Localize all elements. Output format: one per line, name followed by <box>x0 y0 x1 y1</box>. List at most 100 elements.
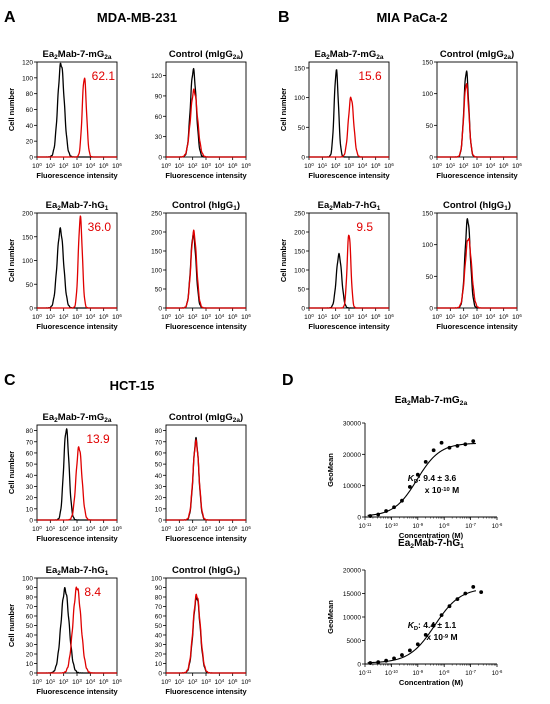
panel-letter: B <box>278 9 290 26</box>
x-axis-label: Fluorescence intensity <box>165 534 247 543</box>
y-axis-label: Cell number <box>7 239 16 282</box>
x-tick-label: 10-8 <box>439 669 450 677</box>
control-histogram <box>436 70 518 158</box>
mfi-annotation: 15.6 <box>358 69 382 83</box>
y-tick-label: 50 <box>155 623 163 630</box>
y-tick-label: 0 <box>29 671 33 678</box>
plot-title: Ea2Mab-7-mG2a <box>395 395 468 407</box>
y-axis-label: Cell number <box>7 451 16 494</box>
y-tick-label: 5000 <box>347 638 362 645</box>
plot-frame <box>165 424 247 521</box>
y-tick-label: 50 <box>426 274 434 281</box>
y-tick-label: 50 <box>298 125 306 132</box>
y-tick-label: 10000 <box>343 615 361 622</box>
x-axis-label: Fluorescence intensity <box>308 322 390 331</box>
plot-frame <box>165 61 247 158</box>
sample-histogram <box>165 229 247 309</box>
data-point <box>415 472 420 477</box>
plot-title: Control (hIgG1) <box>443 200 511 212</box>
x-tick-label: 103 <box>72 525 82 533</box>
x-tick-label: 100 <box>304 313 314 321</box>
kd-unit: x 10-9 M <box>426 632 457 642</box>
x-axis-label: Fluorescence intensity <box>165 171 247 180</box>
histogram-plot: Control (hIgG1) 0 10 20 30 40 50 60 70 80 90 100 100… <box>151 565 251 696</box>
x-tick-label: 102 <box>188 162 198 170</box>
x-tick-label: 100 <box>161 162 171 170</box>
y-tick-label: 90 <box>155 93 163 100</box>
data-point <box>407 648 412 653</box>
y-tick-label: 80 <box>26 428 34 435</box>
x-tick-label: 106 <box>384 162 394 170</box>
data-point <box>479 590 484 594</box>
control-histogram <box>436 218 518 309</box>
x-tick-label: 104 <box>85 162 95 170</box>
x-tick-label: 100 <box>32 525 42 533</box>
y-tick-label: 70 <box>26 439 34 446</box>
x-tick-label: 10-6 <box>492 669 503 677</box>
plot-title: Ea2Mab-7-hG1 <box>318 200 381 212</box>
y-tick-label: 90 <box>26 585 34 592</box>
x-tick-label: 103 <box>201 525 211 533</box>
x-tick-label: 102 <box>188 525 198 533</box>
kd-annotation: KD: 4.4 ± 1.1 <box>408 620 457 632</box>
y-tick-label: 150 <box>422 211 433 218</box>
y-tick-label: 70 <box>155 604 163 611</box>
y-tick-label: 0 <box>158 671 162 678</box>
y-tick-label: 100 <box>22 576 33 583</box>
y-tick-label: 150 <box>22 234 33 241</box>
y-tick-label: 60 <box>155 114 163 121</box>
x-tick-label: 102 <box>59 162 69 170</box>
plot-frame <box>436 212 518 309</box>
cell-line-title: MIA PaCa-2 <box>376 10 447 25</box>
x-tick-label: 100 <box>161 678 171 686</box>
control-histogram <box>165 232 247 309</box>
x-tick-label: 10-8 <box>439 522 450 530</box>
x-tick-label: 100 <box>32 313 42 321</box>
x-tick-label: 104 <box>214 162 224 170</box>
sample-histogram <box>36 586 118 674</box>
data-point <box>384 509 389 513</box>
x-tick-label: 103 <box>201 162 211 170</box>
y-tick-label: 100 <box>294 268 305 275</box>
y-tick-label: 30 <box>155 642 163 649</box>
mfi-annotation: 36.0 <box>88 220 112 234</box>
data-point <box>463 442 468 447</box>
data-point <box>368 514 373 518</box>
y-axis-label: Cell number <box>279 239 288 282</box>
y-tick-label: 50 <box>26 623 34 630</box>
x-tick-label: 105 <box>228 313 238 321</box>
x-tick-label: 102 <box>188 313 198 321</box>
y-tick-label: 10 <box>26 661 34 668</box>
x-tick-label: 102 <box>59 313 69 321</box>
y-tick-label: 40 <box>26 633 34 640</box>
y-tick-label: 200 <box>294 230 305 237</box>
x-tick-label: 105 <box>371 313 381 321</box>
plot-frame <box>36 577 118 674</box>
x-tick-label: 10-7 <box>465 669 476 677</box>
x-axis-label: Fluorescence intensity <box>165 687 247 696</box>
x-tick-label: 103 <box>201 313 211 321</box>
y-tick-label: 120 <box>151 73 162 80</box>
y-tick-label: 60 <box>26 614 34 621</box>
y-tick-label: 50 <box>298 287 306 294</box>
mfi-annotation: 9.5 <box>356 220 373 234</box>
x-tick-label: 105 <box>99 313 109 321</box>
y-tick-label: 250 <box>294 211 305 218</box>
y-tick-label: 70 <box>155 439 163 446</box>
data-point <box>447 445 452 450</box>
x-tick-label: 104 <box>485 313 495 321</box>
x-tick-label: 105 <box>499 313 509 321</box>
x-tick-label: 10-6 <box>492 522 503 530</box>
y-tick-label: 0 <box>301 155 305 162</box>
histogram-plot: Control (mIgG2a) 0 10 20 30 40 50 60 70 80 100 101 1… <box>155 412 252 543</box>
x-tick-label: 104 <box>85 678 95 686</box>
y-tick-label: 150 <box>294 65 305 72</box>
x-tick-label: 106 <box>241 162 251 170</box>
sample-histogram <box>165 593 247 674</box>
y-tick-label: 20 <box>26 495 34 502</box>
x-tick-label: 101 <box>445 162 455 170</box>
